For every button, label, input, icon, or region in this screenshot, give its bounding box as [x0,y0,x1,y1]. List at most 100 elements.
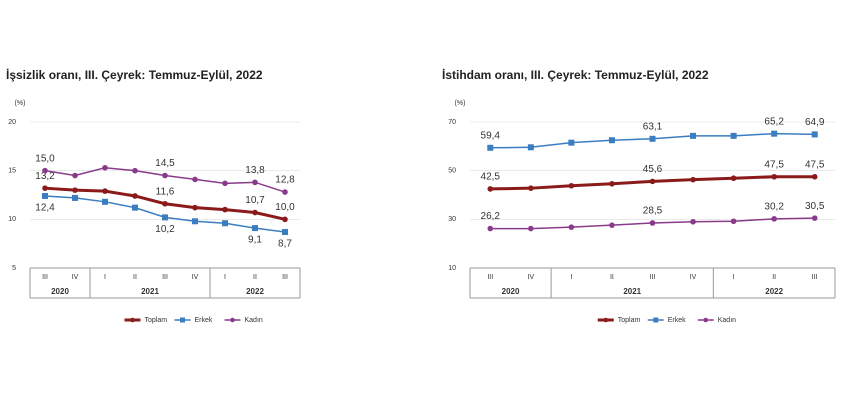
marker [487,144,494,151]
marker [649,178,656,185]
value-label: 10,2 [155,224,175,235]
value-label: 65,2 [764,116,784,127]
marker [690,218,696,225]
marker [102,198,108,205]
x-tick-label: I [224,274,226,281]
value-label: 15,0 [35,153,55,164]
marker [222,206,228,213]
legend-marker [603,317,609,323]
x-group-label: 2020 [502,287,520,296]
x-group-label: 2021 [623,287,641,296]
value-label: 10,7 [245,195,265,206]
value-label: 30,5 [805,201,825,212]
x-tick-label: IV [690,274,697,281]
value-label: 28,5 [643,206,663,217]
marker [222,220,228,227]
marker [771,173,777,180]
legend-label: Erkek [195,317,213,324]
marker [72,172,78,179]
legend-marker [180,317,185,323]
marker [162,172,168,179]
marker [42,185,48,191]
value-label: 30,2 [764,201,784,212]
value-label: 14,5 [155,158,175,169]
x-group-label: 2022 [246,287,264,296]
x-tick-label: III [42,274,48,281]
value-label: 59,4 [481,130,501,141]
marker [72,194,78,201]
legend-label: Toplam [618,317,641,324]
x-tick-label: II [133,274,137,281]
legend-marker [703,317,709,323]
marker [811,131,818,138]
marker [609,181,615,187]
value-label: 9,1 [248,235,262,246]
marker [690,132,697,139]
marker [192,204,198,211]
x-group-label: 2020 [51,287,69,296]
y-axis-label: (%) [455,100,466,107]
legend-marker [653,317,659,323]
x-tick-label: III [487,274,493,281]
marker [811,173,818,180]
value-label: 8,7 [278,239,292,250]
marker [730,218,737,225]
marker [568,182,575,189]
x-tick-label: IV [72,274,79,281]
marker [162,200,168,207]
legend-label: Kadın [245,317,263,324]
chart-title: İşsizlik oranı, III. Çeyrek: Temmuz-Eylü… [6,67,263,82]
marker [649,135,656,142]
legend-label: Toplam [145,317,168,324]
x-tick-label: II [253,274,257,281]
chart-title: İstihdam oranı, III. Çeyrek: Temmuz-Eylü… [442,67,709,82]
legend-label: Kadın [718,317,736,324]
y-tick-label: 70 [448,119,456,126]
marker [132,167,138,174]
y-tick-label: 10 [8,216,16,223]
value-label: 63,1 [643,121,663,132]
x-tick-label: II [772,274,776,281]
marker [252,225,258,232]
marker [282,228,288,235]
marker [649,220,656,226]
marker [771,130,778,137]
x-tick-label: I [104,274,106,281]
value-label: 47,5 [764,159,784,170]
value-label: 47,5 [805,159,825,170]
x-tick-label: III [162,274,168,281]
marker [102,188,108,194]
marker [568,224,575,230]
value-label: 45,6 [643,164,663,175]
legend-marker [130,317,135,323]
x-tick-label: III [650,274,656,281]
marker [222,180,228,187]
x-group-label: 2022 [765,287,783,296]
marker [771,216,777,222]
marker [42,192,48,199]
marker [282,189,288,195]
y-tick-label: 15 [8,168,16,175]
marker [609,222,615,228]
marker [527,144,534,151]
y-tick-label: 20 [8,119,16,126]
y-tick-label: 10 [448,265,456,272]
value-label: 64,9 [805,117,825,128]
value-label: 12,4 [35,203,55,214]
marker [102,164,108,171]
marker [608,137,615,144]
marker [252,179,258,186]
y-tick-label: 5 [12,265,16,272]
marker [730,132,737,139]
marker [282,216,288,223]
marker [487,186,494,192]
value-label: 12,8 [275,175,295,186]
x-tick-label: IV [528,274,535,281]
marker [528,185,534,191]
legend-label: Erkek [668,317,686,324]
value-label: 42,5 [481,172,501,183]
value-label: 26,2 [481,211,501,222]
x-tick-label: III [282,274,288,281]
marker [162,214,168,221]
